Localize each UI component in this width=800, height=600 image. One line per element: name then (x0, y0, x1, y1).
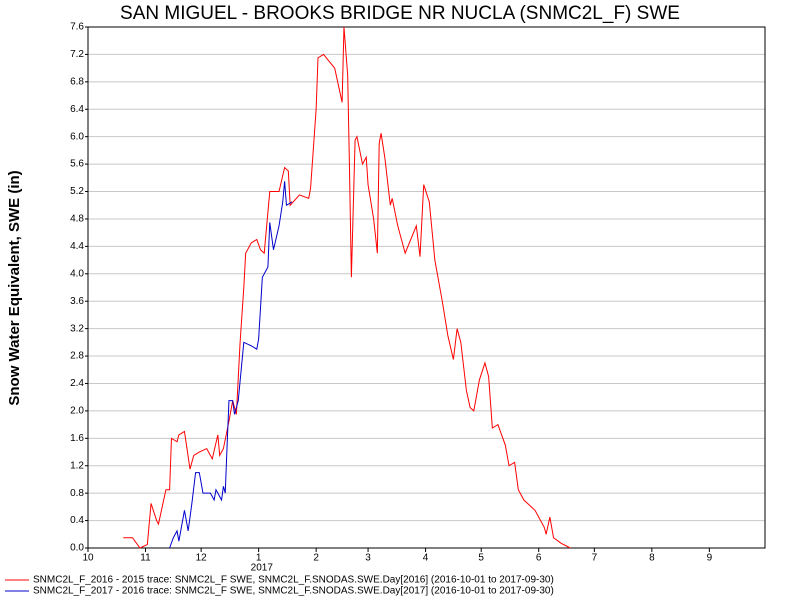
y-tick-label: 3.6 (70, 296, 84, 307)
x-tick-label: 11 (140, 553, 151, 564)
y-tick-label: 5.2 (70, 186, 84, 197)
y-tick-label: 5.6 (70, 159, 84, 170)
series-line (169, 181, 293, 549)
plot-frame (87, 26, 766, 549)
y-tick-label: 4.4 (70, 241, 84, 252)
series-line (123, 26, 571, 549)
y-tick-label: 7.2 (70, 49, 84, 60)
legend-label: SNMC2L_F_2017 - 2016 trace: SNMC2L_F SWE… (33, 586, 554, 597)
chart-title: SAN MIGUEL - BROOKS BRIDGE NR NUCLA (SNM… (120, 3, 680, 24)
x-tick-label: 10 (82, 553, 94, 564)
y-tick-label: 4.8 (70, 214, 84, 225)
y-tick-label: 0.4 (70, 515, 84, 526)
x-tick-label: 6 (536, 553, 542, 564)
x-tick-label: 1 (256, 553, 262, 564)
x-tick-label: 12 (196, 553, 208, 564)
y-tick-label: 7.6 (70, 22, 84, 33)
y-tick-label: 6.0 (70, 131, 84, 142)
y-tick-label: 0.0 (70, 543, 84, 554)
x-tick-label: 2 (313, 553, 319, 564)
y-tick-label: 3.2 (70, 323, 84, 334)
x-tick-label: 4 (423, 553, 429, 564)
x-annotation: 2017 (251, 563, 274, 574)
y-tick-label: 1.2 (70, 460, 84, 471)
y-tick-label: 2.4 (70, 378, 84, 389)
x-tick-label: 9 (707, 553, 713, 564)
x-tick-label: 7 (592, 553, 598, 564)
y-tick-label: 0.8 (70, 488, 84, 499)
y-tick-label: 1.6 (70, 433, 84, 444)
x-tick-label: 5 (478, 553, 484, 564)
y-tick-label: 6.8 (70, 76, 84, 87)
x-tick-label: 3 (365, 553, 371, 564)
y-tick-label: 6.4 (70, 104, 84, 115)
y-tick-label: 2.8 (70, 351, 84, 362)
y-tick-label: 2.0 (70, 406, 84, 417)
y-axis-label: Snow Water Equivalent, SWE (in) (6, 170, 23, 405)
legend-label: SNMC2L_F_2016 - 2015 trace: SNMC2L_F SWE… (33, 575, 554, 586)
y-tick-label: 4.0 (70, 268, 84, 279)
x-tick-label: 8 (649, 553, 655, 564)
